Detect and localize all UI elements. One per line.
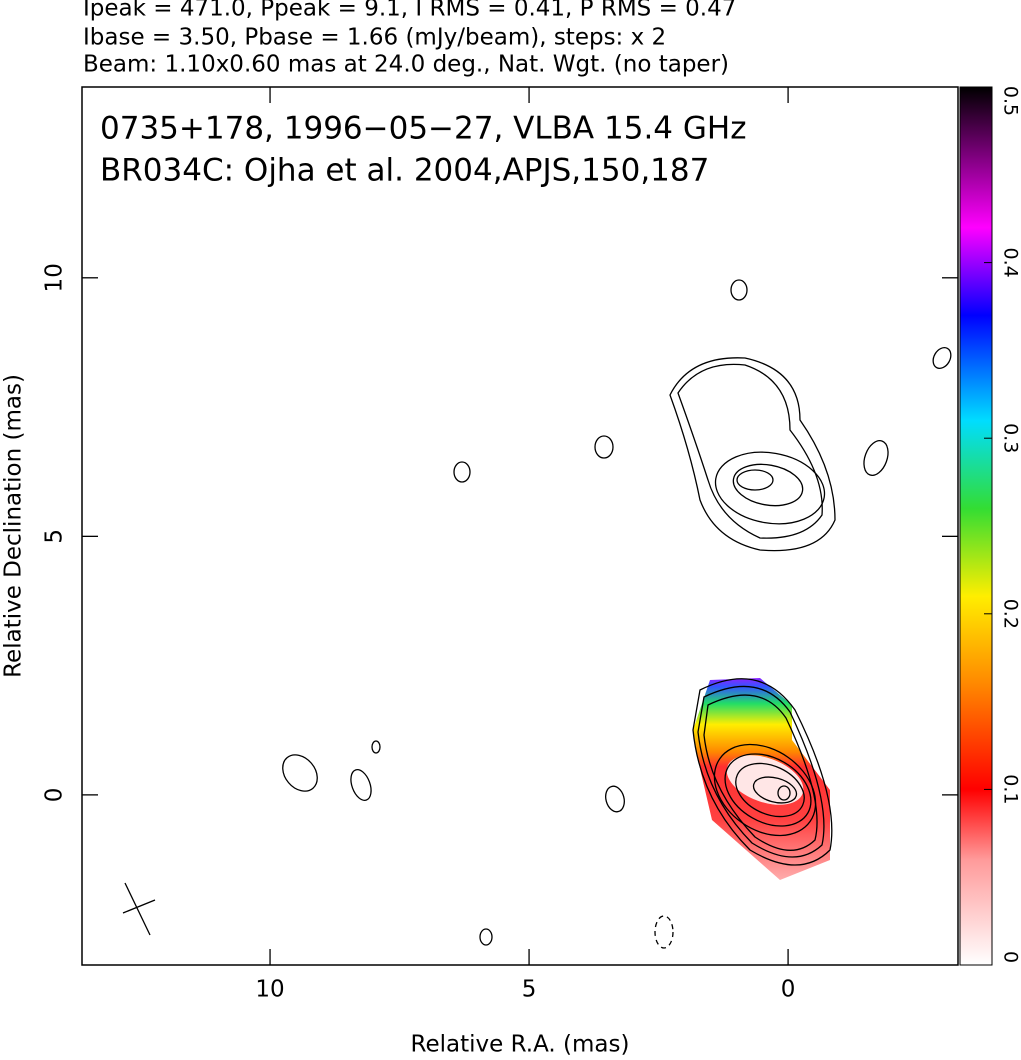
plot-frame <box>81 86 959 966</box>
header-line: Ipeak = 471.0, Ppeak = 9.1, I RMS = 0.41… <box>83 0 736 22</box>
annotation: BR034C: Ojha et al. 2004,APJS,150,187 <box>100 153 709 189</box>
colorbar-tick-label: 0.4 <box>1000 247 1021 277</box>
x-axis-label: Relative R.A. (mas) <box>411 1032 630 1058</box>
colorbar-tick-label: 0.3 <box>1000 423 1021 453</box>
header-line: Ibase = 3.50, Pbase = 1.66 (mJy/beam), s… <box>83 25 666 51</box>
colorbar-tick-label: 0.1 <box>1000 774 1021 804</box>
x-tick-label: 0 <box>781 977 796 1003</box>
x-tick-label: 5 <box>522 977 537 1003</box>
annotation: 0735+178, 1996−05−27, VLBA 15.4 GHz <box>100 111 746 147</box>
contours <box>122 279 952 949</box>
colorbar-tick-label: 0.5 <box>1000 86 1021 116</box>
colorbar <box>959 86 993 966</box>
y-tick-label: 10 <box>42 263 68 292</box>
colorbar-tick-label: 0 <box>1000 951 1021 963</box>
header-line: Beam: 1.10x0.60 mas at 24.0 deg., Nat. W… <box>83 52 729 78</box>
y-axis-label: Relative Declination (mas) <box>1 374 27 678</box>
x-tick-label: 10 <box>255 977 284 1003</box>
y-tick-label: 5 <box>42 529 68 544</box>
colorbar-tick-label: 0.2 <box>1000 599 1021 629</box>
y-tick-label: 0 <box>42 788 68 803</box>
